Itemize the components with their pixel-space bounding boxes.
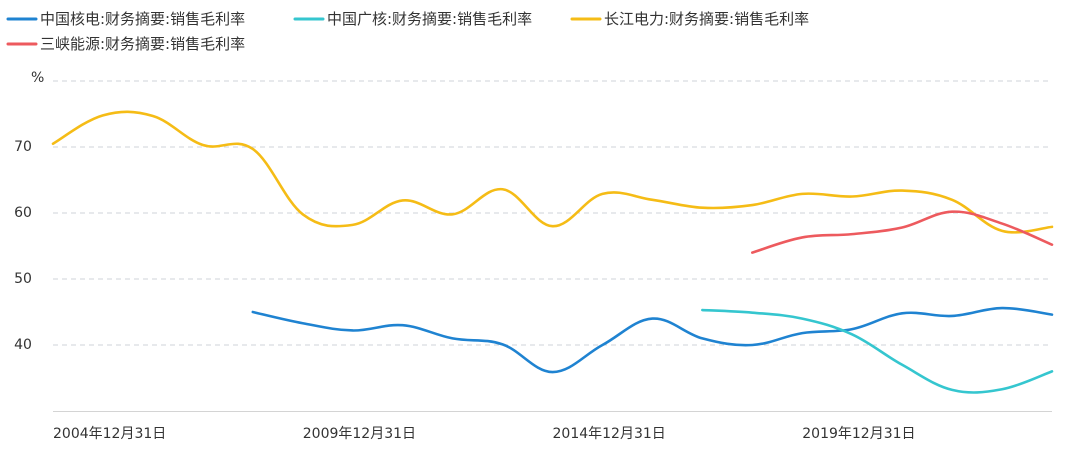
y-tick-label: 70 (14, 139, 32, 155)
legend-label: 三峡能源:财务摘要:销售毛利率 (40, 35, 245, 53)
y-tick-label: 50 (14, 271, 32, 287)
y-tick-label: 40 (14, 337, 32, 353)
x-tick-label: 2004年12月31日 (53, 426, 166, 442)
legend-label: 中国核电:财务摘要:销售毛利率 (40, 10, 245, 28)
series-line-4 (751, 210, 1054, 254)
legend-item-4[interactable]: 三峡能源:财务摘要:销售毛利率 (6, 35, 245, 53)
x-tick-label: 2009年12月31日 (303, 426, 416, 442)
y-tick-label: 60 (14, 205, 32, 221)
legend-item-2[interactable]: 中国广核:财务摘要:销售毛利率 (293, 10, 532, 28)
legend-label: 中国广核:财务摘要:销售毛利率 (327, 10, 532, 28)
x-tick-label: 2019年12月31日 (802, 426, 915, 442)
series-lines (51, 110, 1054, 394)
legend-label: 长江电力:财务摘要:销售毛利率 (604, 10, 809, 28)
x-axis-ticks: 2004年12月31日 2009年12月31日 2014年12月31日 2019年12… (53, 426, 916, 442)
legend-item-1[interactable]: 中国核电:财务摘要:销售毛利率 (6, 10, 245, 28)
y-axis-ticks: 40 50 60 70 (14, 139, 32, 353)
y-axis-unit-label: % (31, 70, 44, 86)
legend-item-3[interactable]: 长江电力:财务摘要:销售毛利率 (570, 10, 809, 28)
grid-lines (53, 80, 1052, 346)
series-line-3 (51, 110, 1054, 234)
series-line-1 (251, 306, 1054, 374)
x-tick-label: 2014年12月31日 (553, 426, 666, 442)
chart-legend[interactable]: 中国核电:财务摘要:销售毛利率 中国广核:财务摘要:销售毛利率 长江电力:财务摘要:… (6, 10, 809, 53)
series-line-2 (701, 308, 1054, 394)
